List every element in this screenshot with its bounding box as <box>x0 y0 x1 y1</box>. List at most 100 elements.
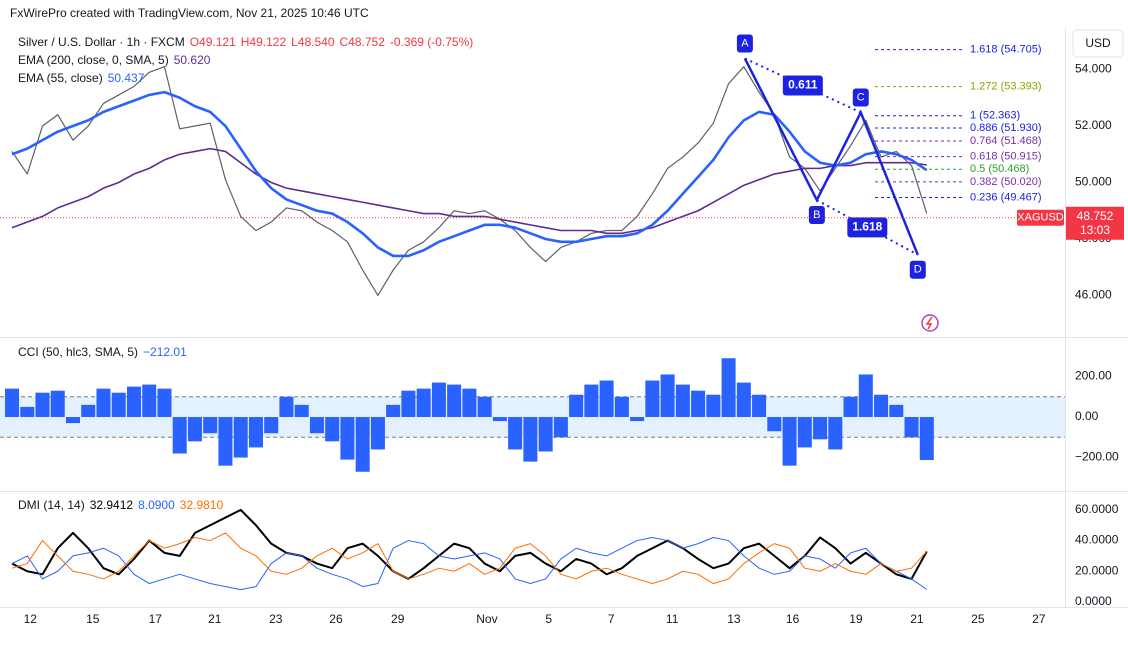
histogram-bar <box>523 417 538 462</box>
histogram-bar <box>706 394 721 418</box>
ratio-box <box>782 75 823 96</box>
alert-icon[interactable] <box>921 314 939 332</box>
legend-item: -0.369 (-0.75%) <box>390 35 473 49</box>
fib-label: 0.618 (50.915) <box>970 151 1042 163</box>
legend-line: DMI (14, 14) 32.9412 8.0900 32.9810 <box>18 498 223 512</box>
legend-item: Silver / U.S. Dollar · 1h · FXCM <box>18 35 185 49</box>
fib-label: 0.764 (51.468) <box>970 135 1042 147</box>
x-tick-label: Nov <box>476 612 497 626</box>
histogram-bar <box>157 388 172 418</box>
x-tick-label: 21 <box>208 612 222 626</box>
y-tick-label: 0.00 <box>1075 409 1099 423</box>
fib-label: 0.382 (50.020) <box>970 176 1042 188</box>
fib-label: 0.886 (51.930) <box>970 122 1042 134</box>
histogram-bar <box>386 404 401 418</box>
currency-button[interactable] <box>1072 29 1124 58</box>
legend-item: 32.9810 <box>180 498 224 512</box>
histogram-bar <box>858 374 873 418</box>
histogram-bar <box>264 417 279 434</box>
alert-icon-bolt <box>925 316 933 330</box>
histogram-bar <box>431 382 446 418</box>
y-tick-label: 20.0000 <box>1075 563 1119 577</box>
histogram-bar <box>203 417 218 434</box>
pattern-ratio-line <box>816 199 919 256</box>
point-label: D <box>914 264 922 276</box>
series-line <box>11 508 928 580</box>
point-label: A <box>741 37 749 49</box>
histogram-bar <box>630 417 645 422</box>
histogram-bar <box>508 417 523 450</box>
x-tick-label: 26 <box>329 612 343 626</box>
histogram-bar <box>248 417 263 448</box>
symbol-label: XAGUSD <box>1017 212 1064 224</box>
histogram-bar <box>50 390 65 418</box>
histogram-bar <box>919 417 934 461</box>
legend-item: 8.0900 <box>138 498 175 512</box>
series-line <box>11 536 928 591</box>
histogram-bar <box>660 374 675 418</box>
legend-item: EMA (55, close) <box>18 71 103 85</box>
y-tick-label: 54.000 <box>1075 62 1112 76</box>
histogram-bar <box>828 417 843 450</box>
ratio-box <box>847 217 888 238</box>
legend-item: EMA (200, close, 0, SMA, 5) <box>18 53 169 67</box>
point-box <box>852 88 869 107</box>
legend-item: H49.122 <box>241 35 287 49</box>
histogram-bar <box>675 384 690 418</box>
histogram-bar <box>4 388 20 418</box>
histogram-bar <box>81 404 96 418</box>
y-tick-label: 200.00 <box>1075 369 1112 383</box>
histogram-bar <box>218 417 233 466</box>
point-box <box>909 260 926 279</box>
legend-item: CCI (50, hlc3, SMA, 5) <box>18 345 138 359</box>
histogram-bar <box>325 417 340 442</box>
x-tick-label: 13 <box>727 612 741 626</box>
pane <box>11 508 928 591</box>
histogram-bar <box>569 394 584 418</box>
x-tick-label: 12 <box>24 612 38 626</box>
histogram-bar <box>401 390 416 418</box>
histogram-bar <box>614 396 629 418</box>
y-tick-label: 46.000 <box>1075 288 1112 302</box>
legend-item: −212.01 <box>143 345 187 359</box>
x-tick-label: 25 <box>971 612 985 626</box>
histogram-bar <box>599 380 614 418</box>
x-tick-label: 16 <box>786 612 800 626</box>
alert-icon-ring <box>921 314 939 332</box>
legend-item: 50.620 <box>174 53 211 67</box>
histogram-bar <box>309 417 324 434</box>
x-tick-label: 17 <box>149 612 163 626</box>
fib-label: 0.236 (49.467) <box>970 191 1042 203</box>
histogram-bar <box>416 388 431 418</box>
ratio-label: 0.611 <box>788 78 818 92</box>
legend-line: CCI (50, hlc3, SMA, 5) −212.01 <box>18 345 187 359</box>
histogram-bar <box>721 358 736 418</box>
legend-item: O49.121 <box>190 35 236 49</box>
last-price-label: 48.752 <box>1077 209 1114 223</box>
legend-line: Silver / U.S. Dollar · 1h · FXCM O49.121 H… <box>18 35 473 49</box>
y-tick-label: −200.00 <box>1075 450 1119 464</box>
fib-label: 0.5 (50.468) <box>970 163 1029 175</box>
series-line <box>11 66 928 297</box>
series-line <box>11 532 928 585</box>
histogram-bar <box>340 417 355 460</box>
histogram-bar <box>96 388 111 418</box>
histogram-bar <box>126 386 141 418</box>
histogram-bar <box>813 417 828 440</box>
histogram-bar <box>782 417 797 466</box>
histogram-bar <box>462 388 477 418</box>
legend-item: DMI (14, 14) <box>18 498 85 512</box>
x-tick-label: 7 <box>608 612 615 626</box>
histogram-bar <box>65 417 80 424</box>
pattern-leg <box>743 57 919 256</box>
y-tick-label: 60.0000 <box>1075 502 1119 516</box>
x-tick-label: 5 <box>545 612 552 626</box>
histogram-bar <box>172 417 187 454</box>
histogram-bar <box>874 394 889 418</box>
histogram-bar <box>20 406 35 418</box>
histogram-bar <box>889 404 904 418</box>
legend-item: 50.437 <box>108 71 145 85</box>
x-tick-label: 21 <box>910 612 924 626</box>
x-tick-label: 27 <box>1032 612 1046 626</box>
